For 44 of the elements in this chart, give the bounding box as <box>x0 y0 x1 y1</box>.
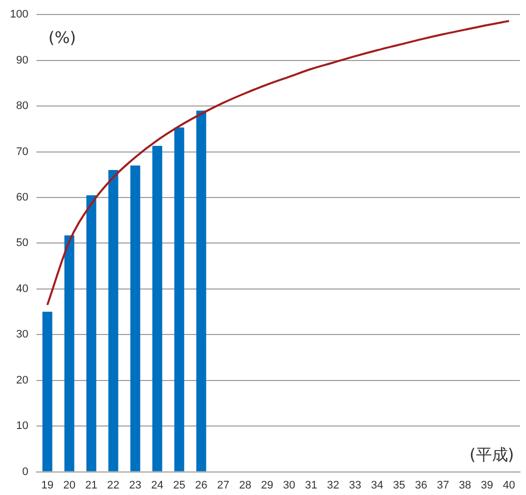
x-tick-label: 30 <box>283 479 296 492</box>
y-axis-title: (%) <box>48 28 76 47</box>
x-tick-label: 19 <box>41 479 54 492</box>
y-tick-label: 60 <box>16 192 28 204</box>
x-tick-label: 24 <box>151 479 164 492</box>
x-tick-label: 20 <box>63 479 76 492</box>
y-tick-label: 30 <box>16 328 28 341</box>
bar <box>174 128 184 472</box>
y-tick-label: 70 <box>16 146 28 158</box>
x-axis-title: (平成) <box>470 444 514 464</box>
x-tick-label: 37 <box>436 479 450 492</box>
x-tick-label: 27 <box>217 479 230 492</box>
x-tick-label: 22 <box>107 479 120 492</box>
y-tick-label: 20 <box>16 374 28 386</box>
x-tick-label: 34 <box>370 479 384 492</box>
y-tick-label: 40 <box>16 282 28 295</box>
x-tick-label: 31 <box>305 479 318 492</box>
bar <box>42 312 52 472</box>
x-tick-label: 40 <box>502 479 516 492</box>
x-tick-label: 21 <box>85 479 98 492</box>
y-tick-label: 90 <box>16 54 28 66</box>
bar <box>86 195 96 472</box>
bar <box>196 110 206 472</box>
y-tick-label: 80 <box>16 100 28 112</box>
x-tick-label: 36 <box>414 479 428 492</box>
x-tick-label: 25 <box>173 479 186 492</box>
x-tick-label: 26 <box>195 479 208 492</box>
line-series <box>46 20 510 306</box>
bar <box>64 235 74 472</box>
y-tick-label: 10 <box>16 420 28 432</box>
y-tick-label: 0 <box>22 466 28 478</box>
y-tick-label: 100 <box>10 8 28 21</box>
x-tick-label: 32 <box>327 479 340 492</box>
x-tick-label: 28 <box>239 479 252 492</box>
y-tick-label: 50 <box>16 237 28 250</box>
bar <box>152 146 162 472</box>
x-tick-label: 33 <box>348 479 362 492</box>
bar <box>130 165 140 472</box>
x-tick-label: 38 <box>458 479 472 492</box>
x-tick-label: 29 <box>261 479 274 492</box>
bar <box>108 170 118 472</box>
x-tick-label: 39 <box>480 479 494 492</box>
x-tick-label: 35 <box>392 479 406 492</box>
x-tick-label: 23 <box>129 479 142 492</box>
